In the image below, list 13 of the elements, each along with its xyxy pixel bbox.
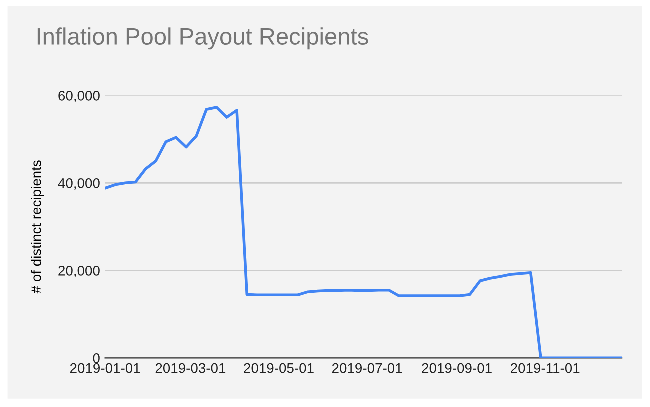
- x-tick-label: 2019-09-01: [422, 363, 492, 374]
- x-tick-label: 2019-01-01: [70, 363, 140, 374]
- x-tick-label: 2019-05-01: [244, 363, 314, 374]
- x-tick-label: 2019-11-01: [511, 363, 580, 374]
- y-tick-label: 40,000: [58, 178, 100, 190]
- chart-title: Inflation Pool Payout Recipients: [38, 28, 368, 50]
- y-tick-label: 60,000: [58, 90, 100, 102]
- y-tick-label: 20,000: [58, 266, 100, 278]
- y-tick-label: 0: [93, 353, 100, 364]
- y-axis-title: # of distinct recipients: [31, 160, 44, 294]
- x-tick-label: 2019-03-01: [156, 363, 226, 374]
- line-series: [105, 106, 622, 358]
- x-tick-label: 2019-07-01: [332, 363, 402, 374]
